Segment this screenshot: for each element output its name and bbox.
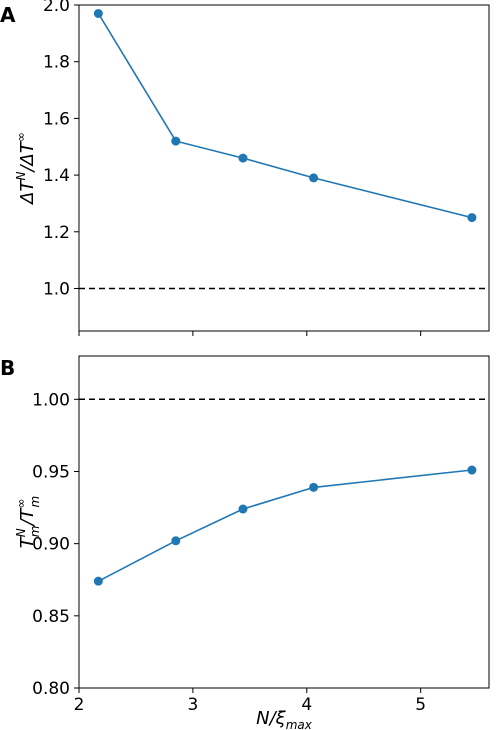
panel-a-frame — [78, 4, 490, 332]
panel-a-y-ticks: 1.0 1.2 1.4 1.6 1.8 2.0 — [43, 0, 79, 299]
y-tick-label: 0.85 — [32, 607, 70, 627]
panel-b: B 0.80 0.85 0.90 0.95 1.00 2 3 4 5 TNm/T∞m N/ξm… — [0, 355, 490, 730]
panel-a-series-line — [97, 13, 473, 219]
y-tick-label: 1.4 — [43, 166, 70, 186]
data-point — [467, 213, 477, 223]
panel-b-x-ticks: 2 3 4 5 — [74, 688, 426, 715]
y-tick-label: 1.2 — [43, 223, 70, 243]
panel-a-x-ticks — [78, 331, 422, 336]
x-tick-label: 5 — [415, 695, 426, 715]
y-tick-label: 1.00 — [32, 390, 70, 410]
y-tick-label: 1.6 — [43, 109, 70, 129]
data-point — [238, 153, 248, 163]
panel-b-y-axis-label: TNm/T∞m — [14, 496, 42, 548]
x-axis-label: N/ξmax — [256, 708, 313, 730]
y-tick-label: 2.0 — [43, 0, 70, 16]
x-tick-label: 3 — [187, 695, 198, 715]
panel-b-points — [93, 465, 477, 586]
panel-a-label: A — [0, 3, 16, 27]
x-tick-label: 4 — [301, 695, 312, 715]
y-tick-label: 0.95 — [32, 462, 70, 482]
y-tick-label: 1.8 — [43, 53, 70, 73]
data-point — [171, 536, 181, 546]
y-tick-label: 0.80 — [32, 679, 70, 699]
panel-a-points — [93, 9, 477, 223]
panel-b-label: B — [0, 356, 15, 380]
panel-b-frame — [78, 355, 490, 689]
panel-b-series-line — [98, 469, 472, 582]
panel-b-y-ticks: 0.80 0.85 0.90 0.95 1.00 — [32, 390, 79, 699]
data-point — [309, 482, 319, 492]
data-point — [467, 465, 477, 475]
panel-a: A 1.0 1.2 1.4 1.6 1.8 2.0 ΔTN/ΔT∞ — [0, 0, 490, 336]
data-point — [93, 9, 103, 19]
x-tick-label: 2 — [74, 695, 85, 715]
panel-a-y-axis-label: ΔTN/ΔT∞ — [14, 132, 38, 206]
data-point — [93, 576, 103, 586]
data-point — [238, 504, 248, 514]
data-point — [309, 173, 319, 183]
data-point — [171, 136, 181, 146]
y-tick-label: 1.0 — [43, 279, 70, 299]
y-tick-label: 0.90 — [32, 535, 70, 555]
